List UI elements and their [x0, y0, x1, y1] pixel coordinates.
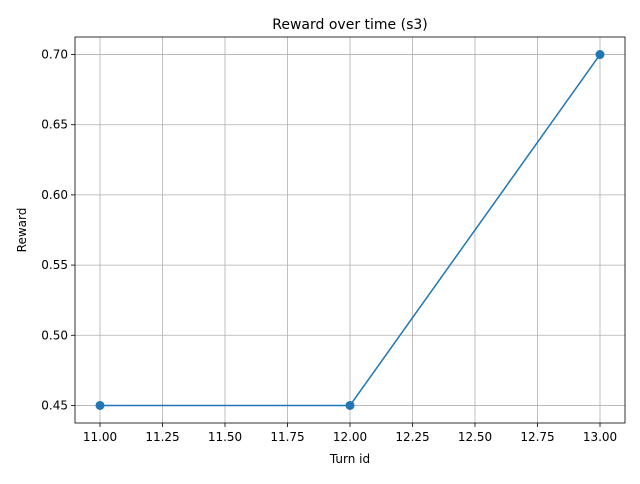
grid	[75, 37, 625, 423]
x-tick-label: 11.00	[83, 430, 117, 444]
x-axis-label: Turn id	[329, 452, 370, 466]
y-tick-label: 0.45	[41, 398, 68, 412]
x-tick-label: 12.00	[333, 430, 367, 444]
x-tick-label: 12.25	[395, 430, 429, 444]
data-point	[595, 50, 605, 60]
x-tick-label: 12.50	[458, 430, 492, 444]
y-tick-label: 0.70	[41, 48, 68, 62]
y-axis-ticks: 0.45 0.50 0.55 0.60 0.65 0.70	[41, 48, 75, 412]
y-tick-label: 0.65	[41, 118, 68, 132]
x-tick-label: 11.50	[208, 430, 242, 444]
x-tick-label: 11.25	[145, 430, 179, 444]
data-point	[95, 400, 105, 410]
data-point	[345, 400, 355, 410]
chart-title: Reward over time (s3)	[272, 17, 427, 33]
y-tick-label: 0.60	[41, 188, 68, 202]
y-tick-label: 0.55	[41, 258, 68, 272]
x-tick-label: 12.75	[520, 430, 554, 444]
series	[95, 50, 605, 410]
x-tick-label: 13.00	[583, 430, 617, 444]
x-tick-label: 11.75	[270, 430, 304, 444]
y-axis-label: Reward	[15, 208, 29, 253]
y-tick-label: 0.50	[41, 328, 68, 342]
x-axis-ticks: 11.00 11.25 11.50 11.75 12.00 12.25 12.50 12.75…	[83, 423, 617, 444]
